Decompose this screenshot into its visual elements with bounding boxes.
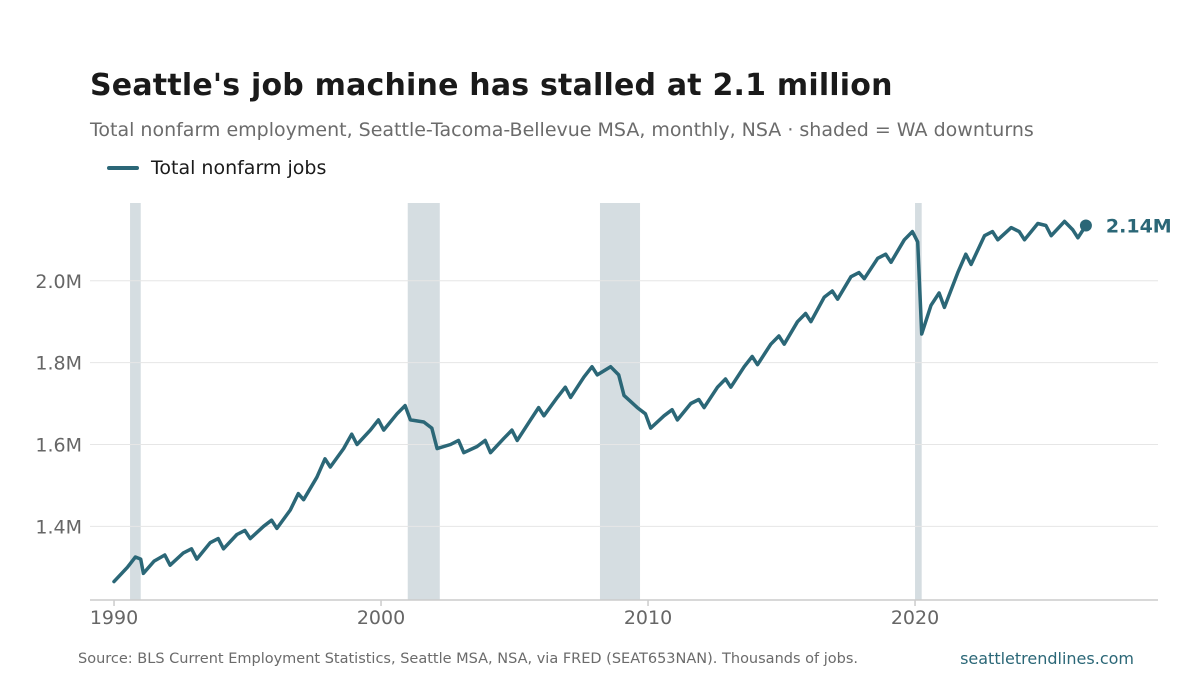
last-value-point [1079, 219, 1092, 232]
downturn-band [130, 203, 141, 600]
chart-subtitle: Total nonfarm employment, Seattle-Tacoma… [90, 119, 1034, 141]
x-tick-label: 1990 [90, 607, 138, 629]
downturn-band [915, 203, 922, 600]
y-tick-label: 1.4M [35, 516, 82, 538]
gridlines [90, 280, 1158, 527]
x-axis: 1990 2000 2010 2020 [90, 600, 939, 629]
y-tick-label: 2.0M [35, 271, 82, 293]
y-tick-label: 1.8M [35, 353, 82, 375]
x-tick-label: 2020 [891, 607, 939, 629]
legend-label: Total nonfarm jobs [151, 157, 327, 179]
series-line-total-nonfarm-jobs [112, 219, 1088, 584]
x-tick-label: 2010 [624, 607, 672, 629]
downturn-band [599, 203, 641, 600]
site-link[interactable]: seattletrendlines.com [960, 649, 1134, 668]
last-value-label: 2.14M [1106, 216, 1172, 238]
y-tick-label: 1.6M [35, 434, 82, 456]
x-tick-label: 2000 [357, 607, 405, 629]
legend-swatch [107, 166, 139, 170]
chart-title: Seattle's job machine has stalled at 2.1… [90, 68, 893, 103]
y-axis: 1.4M 1.6M 1.8M 2.0M [35, 271, 82, 539]
series-layer: 2.14M [112, 216, 1172, 584]
legend: Total nonfarm jobs [107, 157, 326, 179]
downturn-band [407, 203, 440, 600]
downturn-shading [130, 203, 922, 600]
source-note: Source: BLS Current Employment Statistic… [78, 651, 858, 667]
